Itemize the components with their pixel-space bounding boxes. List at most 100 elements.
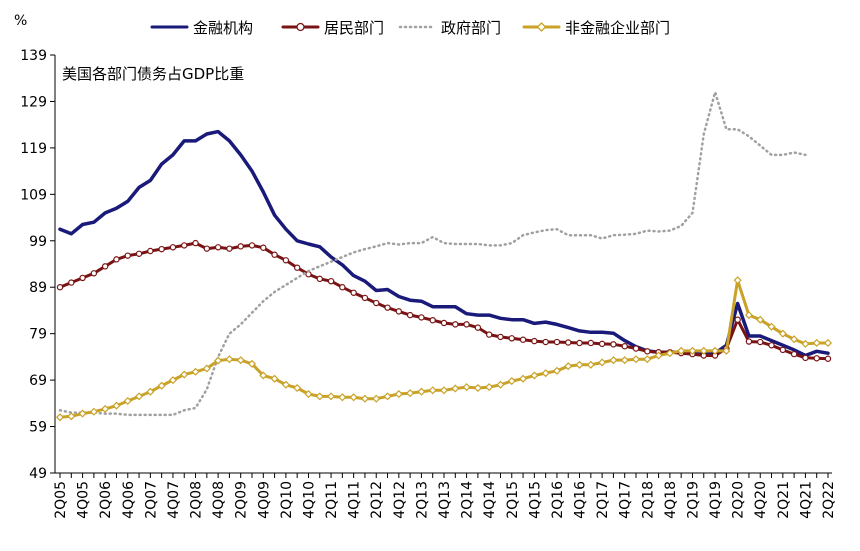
y-tick-label: 99 bbox=[29, 234, 47, 250]
data-point bbox=[428, 386, 437, 395]
legend-label-2: 居民部门 bbox=[324, 19, 384, 37]
data-point bbox=[293, 264, 301, 271]
legend-label-4: 非金融企业部门 bbox=[565, 19, 670, 37]
data-point bbox=[439, 386, 449, 395]
legend: 金融机构 居民部门 政府部门 非金融企业部门 bbox=[150, 19, 670, 37]
data-point bbox=[688, 346, 697, 355]
data-point bbox=[247, 359, 257, 368]
data-point bbox=[823, 338, 833, 348]
x-tick-label: 2Q16 bbox=[550, 481, 566, 519]
data-point bbox=[768, 342, 775, 349]
data-point bbox=[373, 299, 380, 307]
y-tick-label: 109 bbox=[20, 187, 47, 203]
data-point bbox=[565, 339, 572, 346]
legend-marker-2 bbox=[296, 22, 305, 32]
data-point bbox=[598, 358, 607, 367]
data-point bbox=[225, 355, 234, 364]
data-point bbox=[281, 380, 290, 389]
data-point bbox=[383, 392, 392, 401]
data-point bbox=[485, 383, 494, 392]
data-point bbox=[496, 380, 505, 389]
data-point bbox=[576, 339, 583, 347]
y-tick-label: 59 bbox=[29, 420, 47, 436]
data-point bbox=[744, 311, 753, 320]
data-point bbox=[587, 339, 595, 347]
data-point bbox=[316, 275, 323, 283]
data-point bbox=[282, 257, 290, 264]
data-point bbox=[89, 407, 98, 416]
data-point bbox=[779, 346, 787, 354]
data-point bbox=[214, 356, 223, 365]
data-point bbox=[553, 338, 561, 346]
data-point bbox=[440, 319, 448, 327]
data-point bbox=[452, 321, 459, 328]
data-point bbox=[485, 331, 493, 338]
data-point bbox=[756, 315, 765, 324]
x-tick-label: 4Q08 bbox=[211, 481, 227, 519]
data-point bbox=[722, 346, 731, 355]
data-point bbox=[315, 392, 324, 401]
x-tick-label: 2Q22 bbox=[821, 481, 837, 519]
legend-item-3: 政府部门 bbox=[398, 19, 501, 37]
data-point bbox=[519, 336, 527, 343]
y-tick-label: 69 bbox=[29, 373, 47, 389]
data-point bbox=[497, 333, 504, 341]
x-tick-label: 2Q14 bbox=[460, 481, 476, 519]
data-point bbox=[158, 245, 165, 253]
data-point bbox=[812, 338, 821, 348]
x-tick-label: 4Q14 bbox=[482, 481, 498, 519]
x-tick-label: 4Q11 bbox=[347, 481, 363, 519]
data-point bbox=[632, 345, 640, 352]
y-tick-label: 89 bbox=[29, 280, 47, 296]
data-point bbox=[552, 366, 561, 375]
data-point bbox=[542, 338, 549, 346]
data-point bbox=[654, 351, 663, 360]
data-point bbox=[124, 252, 131, 259]
x-tick-label: 4Q12 bbox=[392, 481, 408, 519]
x-tick-label: 4Q07 bbox=[166, 481, 182, 519]
data-point bbox=[259, 371, 268, 380]
data-point bbox=[778, 329, 787, 338]
data-point bbox=[270, 374, 279, 383]
data-point bbox=[610, 341, 617, 348]
data-point bbox=[474, 324, 482, 331]
data-point bbox=[168, 376, 177, 385]
legend-item-2: 居民部门 bbox=[281, 19, 384, 37]
chart-title: 美国各部门债务占GDP比重 bbox=[62, 65, 244, 83]
data-point bbox=[462, 383, 471, 392]
data-point bbox=[621, 343, 628, 350]
x-tick-label: 2Q18 bbox=[640, 481, 656, 519]
data-point bbox=[360, 394, 369, 403]
legend-label-1: 金融机构 bbox=[193, 19, 253, 37]
data-point bbox=[417, 387, 426, 396]
y-tick-label: 49 bbox=[29, 466, 47, 482]
data-point bbox=[327, 392, 336, 401]
data-point bbox=[575, 360, 584, 369]
legend-marker-4 bbox=[536, 22, 547, 32]
x-tick-label: 4Q18 bbox=[663, 481, 679, 519]
data-point bbox=[609, 356, 618, 365]
data-point bbox=[101, 404, 110, 413]
data-point bbox=[394, 389, 403, 399]
legend-label-3: 政府部门 bbox=[441, 19, 501, 37]
data-point bbox=[236, 356, 245, 365]
x-tick-label: 2Q10 bbox=[279, 481, 295, 519]
x-tick-label: 2Q17 bbox=[595, 481, 611, 519]
x-tick-label: 2Q19 bbox=[685, 481, 701, 519]
data-point bbox=[519, 374, 528, 383]
series-4 bbox=[55, 276, 833, 422]
data-point bbox=[644, 348, 651, 355]
x-tick-label: 4Q06 bbox=[121, 481, 137, 519]
data-point bbox=[733, 276, 742, 285]
y-tick-label: 79 bbox=[29, 327, 47, 343]
data-point bbox=[372, 394, 381, 403]
data-point bbox=[78, 409, 87, 418]
legend-item-1: 金融机构 bbox=[150, 19, 253, 37]
x-tick-label: 2Q15 bbox=[505, 481, 521, 519]
data-point bbox=[406, 311, 414, 319]
data-point bbox=[180, 370, 189, 379]
data-point bbox=[349, 393, 358, 402]
data-point bbox=[271, 251, 278, 258]
x-tick-label: 2Q08 bbox=[189, 481, 205, 519]
x-tick-label: 4Q16 bbox=[573, 481, 589, 519]
